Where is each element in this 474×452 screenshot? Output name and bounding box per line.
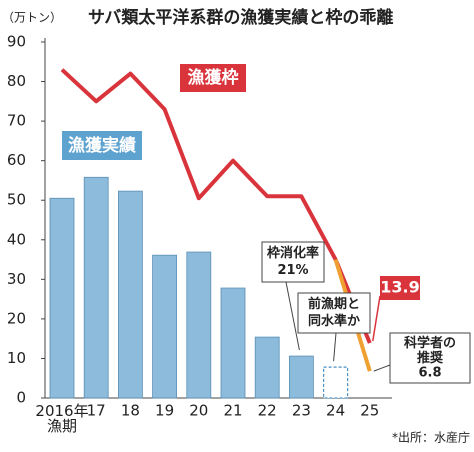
y-tick-label: 90 <box>7 33 26 51</box>
legend-label: 漁獲実績 <box>68 135 136 156</box>
bar <box>323 366 349 399</box>
annotation-box <box>261 241 325 283</box>
x-tick-label: 17 <box>87 402 106 420</box>
annotation: 前漁期と同水準か <box>308 296 360 329</box>
leader <box>372 295 381 342</box>
x-tick-label: 2016年漁期 <box>35 402 88 435</box>
y-tick-label: 30 <box>7 270 26 288</box>
annotation-arrow <box>285 281 300 351</box>
legend-box <box>62 131 142 160</box>
bar <box>152 254 178 399</box>
x-tick-label: 25 <box>360 402 379 420</box>
y-axis-unit: （万トン） <box>2 11 62 25</box>
y-tick-label: 20 <box>7 309 26 327</box>
bar <box>220 287 246 399</box>
bar <box>254 336 280 399</box>
value-label: 6.8 <box>418 366 441 381</box>
x-tick-label: 22 <box>258 402 277 420</box>
y-tick-label: 60 <box>7 151 26 169</box>
source: *出所：水産庁 <box>392 430 470 445</box>
leader <box>373 364 391 372</box>
value-label: 13.9 <box>380 278 419 297</box>
x-tick-label: 23 <box>292 402 311 420</box>
x-tick-label: 21 <box>223 402 242 420</box>
bar <box>288 355 314 399</box>
y-tick-label: 80 <box>7 72 26 90</box>
y-tick-label: 10 <box>7 349 26 367</box>
y-tick-label: 50 <box>7 191 26 209</box>
recommend-label: 科学者の推奨 <box>404 335 456 366</box>
value-label-box <box>380 276 420 300</box>
x-tick-label: 20 <box>189 402 208 420</box>
line <box>60 68 372 344</box>
x-tick-label: 24 <box>326 402 345 420</box>
y-tick-label: 0 <box>16 389 26 407</box>
x-tick-label: 18 <box>121 402 140 420</box>
recommend-box <box>389 332 471 384</box>
bar <box>118 190 143 399</box>
bar <box>49 197 75 399</box>
annotation: 枠消化率 21% <box>267 245 319 278</box>
chart-title: サバ類太平洋系群の漁獲実績と枠の乖離 <box>88 7 393 28</box>
x-tick-label: 19 <box>155 402 174 420</box>
y-tick-label: 70 <box>7 112 26 130</box>
legend-label: 漁獲枠 <box>188 67 239 88</box>
bar <box>186 251 212 399</box>
bar <box>83 176 109 399</box>
annotation-arrow <box>333 332 337 362</box>
annotation-box <box>297 292 371 334</box>
legend-box <box>180 64 246 92</box>
y-tick-label: 40 <box>7 230 26 248</box>
